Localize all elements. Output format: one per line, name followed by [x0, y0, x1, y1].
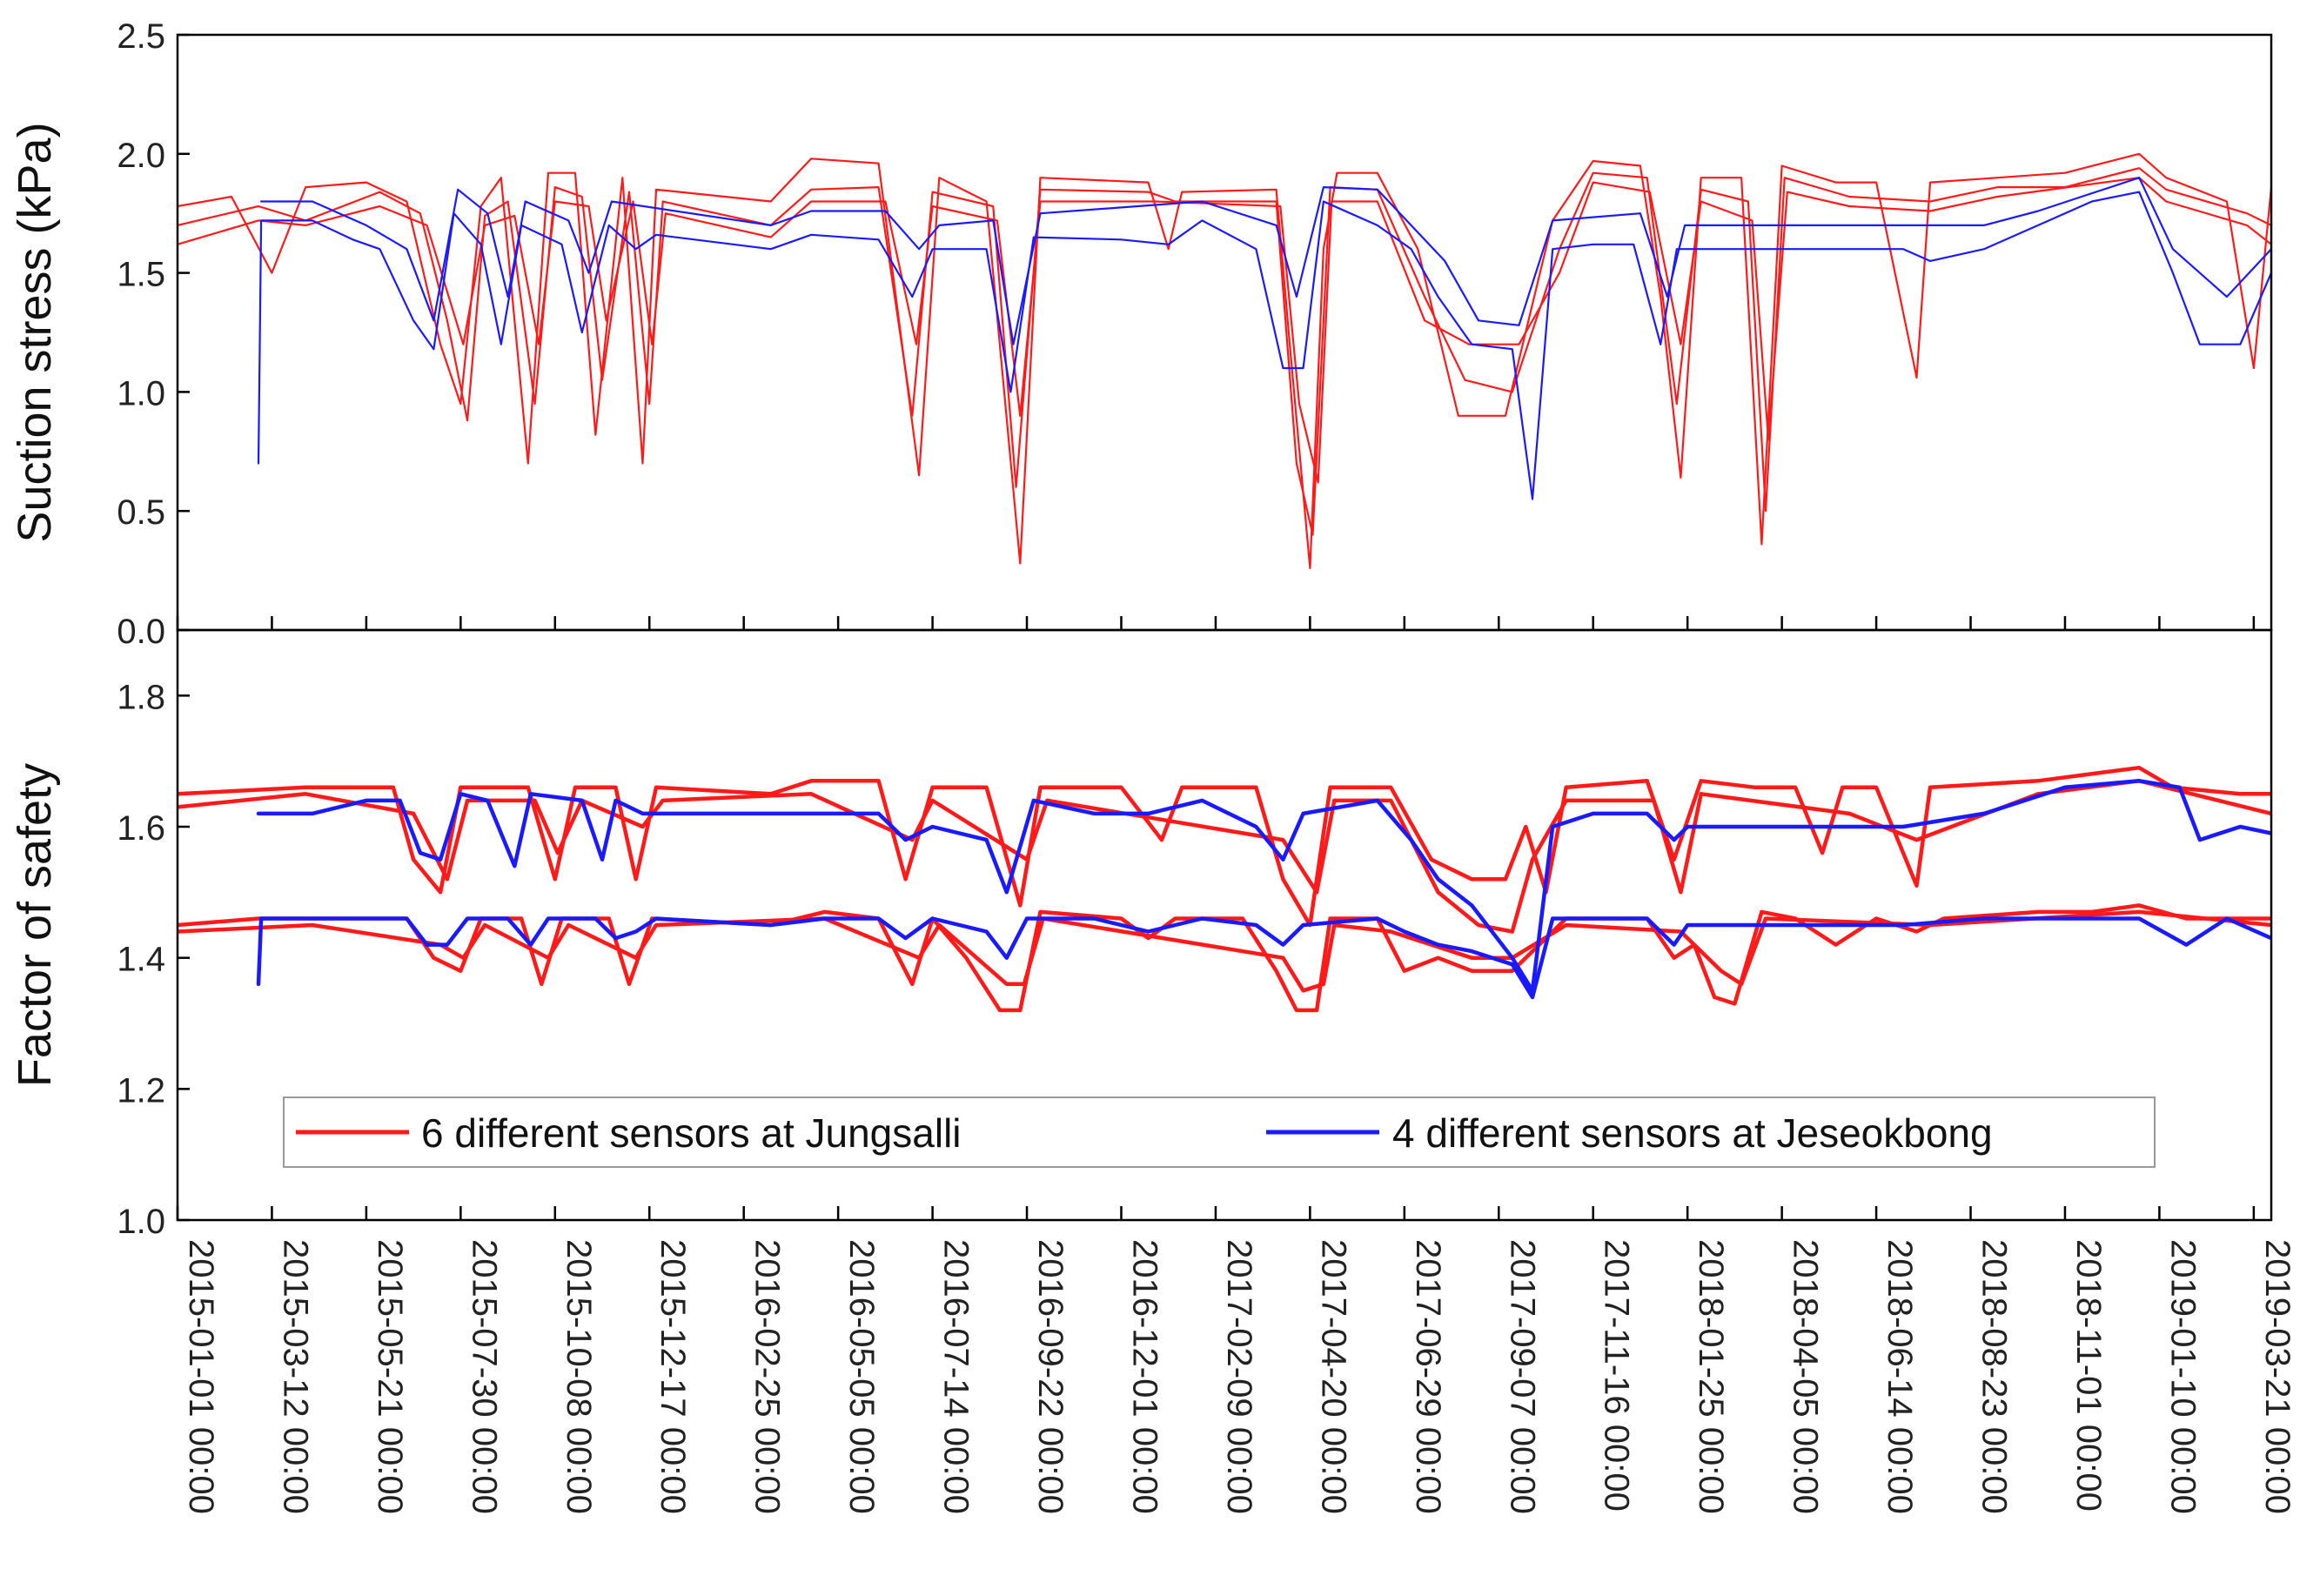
plot-frame-top	[176, 33, 2273, 632]
y-tick-label-bottom-1: 1.2	[117, 1071, 165, 1110]
suction-stress-panel: 0.0 0.5 1.0 1.5 2.0 2.5 Suction stress (kPa)	[9, 17, 2273, 651]
series-line-top-jungsalli-1	[178, 167, 2271, 536]
x-tick-label-1: 2015-03-12 00:00	[276, 1239, 314, 1514]
x-tick-label-7: 2016-05-05 00:00	[842, 1239, 881, 1514]
x-tick-label-9: 2016-09-22 00:00	[1031, 1239, 1070, 1514]
plot-frame-bottom	[176, 628, 2273, 1222]
x-tick-label-3: 2015-07-30 00:00	[465, 1239, 503, 1514]
series-line-bottom-jungsalli-2	[178, 903, 2271, 1013]
x-tick-label-6: 2016-02-25 00:00	[748, 1239, 787, 1514]
x-tick-label-16: 2018-01-25 00:00	[1692, 1239, 1730, 1514]
y-tick-label-top-4: 2.0	[117, 137, 165, 175]
x-tick-label-12: 2017-04-20 00:00	[1314, 1239, 1352, 1514]
x-tick-label-19: 2018-08-23 00:00	[1975, 1239, 2014, 1514]
x-tick-label-4: 2015-10-08 00:00	[560, 1239, 598, 1514]
x-tick-label-0: 2015-01-01 00:00	[182, 1239, 220, 1514]
y-tick-label-bottom-3: 1.6	[117, 809, 165, 848]
x-tick-label-14: 2017-09-07 00:00	[1503, 1239, 1541, 1514]
x-axis: 2015-01-01 00:00 2015-03-12 00:00 2015-05-…	[176, 616, 2297, 1514]
y-tick-label-bottom-4: 1.8	[117, 678, 165, 716]
y-tick-label-top-3: 1.5	[117, 256, 165, 294]
x-tick-label-21: 2019-01-10 00:00	[2163, 1239, 2202, 1514]
series-line-bottom-jungsalli-1	[178, 779, 2271, 934]
y-tick-label-top-0: 0.0	[117, 613, 165, 651]
x-tick-label-5: 2015-12-17 00:00	[654, 1239, 692, 1514]
series-line-bottom-jeseokbong-5	[256, 916, 2271, 1000]
x-tick-label-13: 2017-06-29 00:00	[1409, 1239, 1447, 1514]
x-tick-label-18: 2018-06-14 00:00	[1881, 1239, 1919, 1514]
x-tick-label-15: 2017-11-16 00:00	[1598, 1239, 1636, 1512]
x-tick-label-8: 2016-07-14 00:00	[937, 1239, 976, 1514]
series-line-top-jungsalli-2	[178, 177, 2271, 484]
series-group-bottom	[178, 765, 2271, 1013]
y-tick-label-bottom-0: 1.0	[117, 1203, 165, 1241]
legend-box	[283, 1096, 2156, 1168]
factor-of-safety-panel: 1.0 1.2 1.4 1.6 1.8 Factor of safety	[9, 628, 2273, 1241]
x-tick-label-20: 2018-11-01 00:00	[2069, 1239, 2108, 1512]
y-tick-label-top-5: 2.5	[117, 17, 165, 56]
x-tick-label-2: 2015-05-21 00:00	[371, 1239, 409, 1514]
legend: 6 different sensors at Jungsalli 4 diffe…	[283, 1096, 2156, 1168]
series-line-top-jeseokbong-4	[260, 177, 2271, 345]
series-line-bottom-jeseokbong-4	[256, 779, 2271, 993]
x-tick-label-17: 2018-04-05 00:00	[1787, 1239, 1825, 1514]
x-tick-label-22: 2019-03-21 00:00	[2258, 1239, 2297, 1514]
x-tick-label-11: 2017-02-09 00:00	[1220, 1239, 1258, 1514]
x-tick-label-10: 2016-12-01 00:00	[1125, 1239, 1163, 1514]
y-tick-label-bottom-2: 1.4	[117, 941, 165, 979]
series-line-bottom-jungsalli-3	[178, 909, 2271, 993]
y-tick-label-top-2: 1.0	[117, 374, 165, 412]
series-group-top	[178, 152, 2271, 570]
legend-label-jeseokbong: 4 different sensors at Jeseokbong	[1392, 1110, 1993, 1156]
y-axis-title-bottom: Factor of safety	[9, 763, 61, 1087]
series-line-bottom-jungsalli-0	[178, 765, 2271, 928]
y-axis-title-top: Suction stress (kPa)	[9, 122, 61, 542]
series-line-top-jeseokbong-3	[257, 191, 2271, 500]
y-tick-label-top-1: 0.5	[117, 493, 165, 532]
legend-label-jungsalli: 6 different sensors at Jungsalli	[421, 1110, 962, 1156]
series-line-top-jungsalli-0	[178, 152, 2271, 570]
